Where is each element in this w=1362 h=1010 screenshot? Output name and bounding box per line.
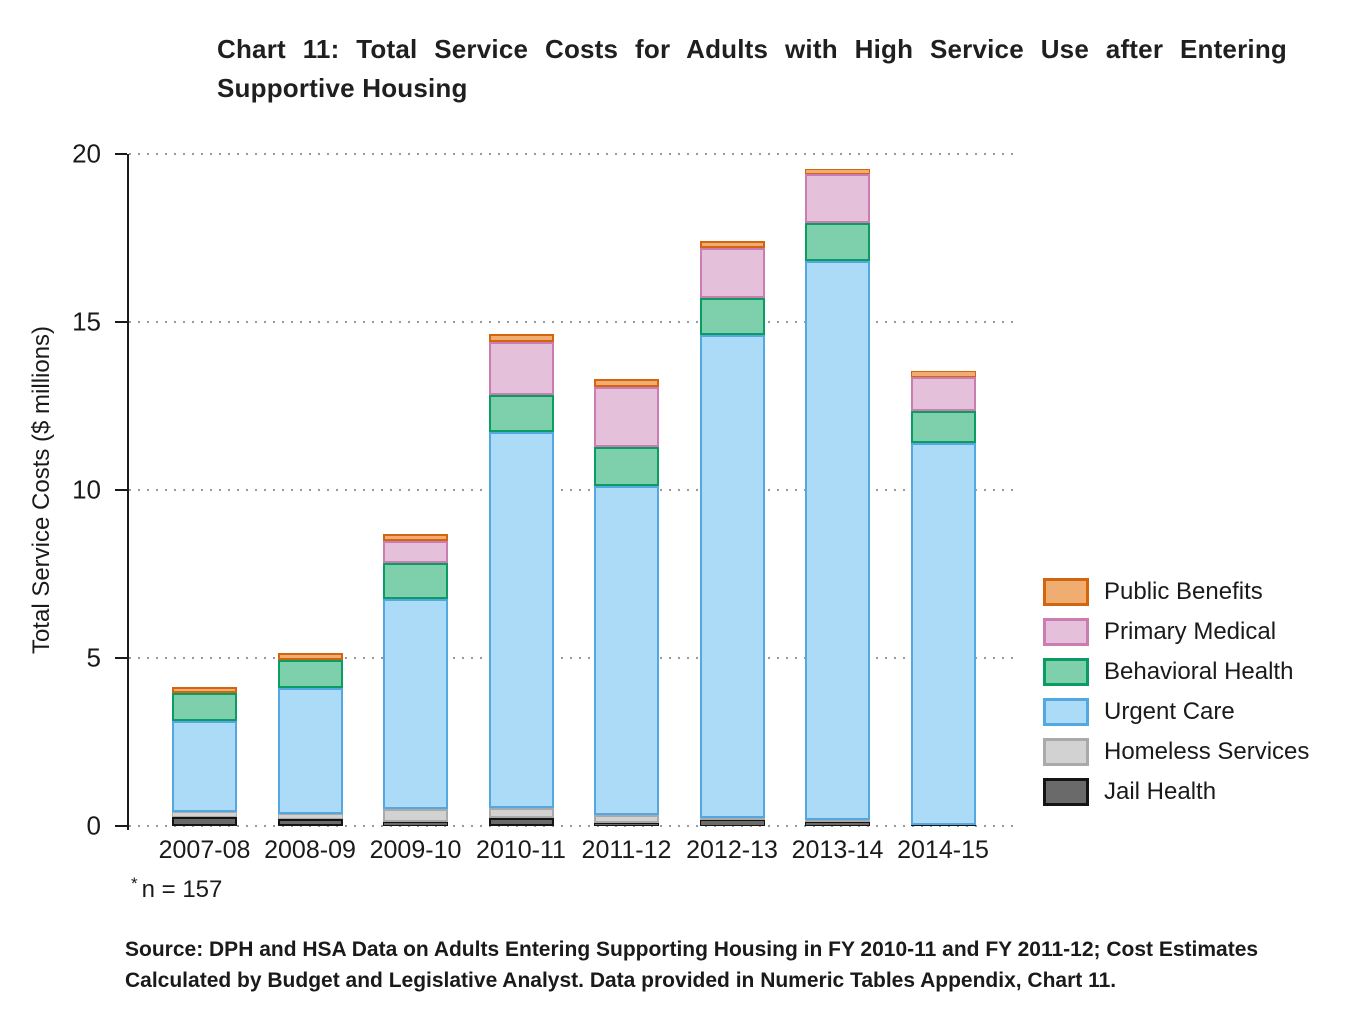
bar-2008-09-homeless-services xyxy=(277,813,343,820)
bar-2012-13-primary-medical xyxy=(699,248,765,298)
legend-swatch-homeless-services xyxy=(1043,738,1089,766)
legend-item-homeless-services: Homeless Services xyxy=(1043,738,1309,766)
legend-label-public-benefits: Public Benefits xyxy=(1104,578,1263,605)
y-axis-line xyxy=(127,154,129,830)
bar-2007-08-jail-health xyxy=(172,816,237,826)
bar-2009-10-homeless-services xyxy=(383,809,448,822)
legend-label-primary-medical: Primary Medical xyxy=(1104,618,1277,645)
x-label-2010-11: 2010-11 xyxy=(476,836,566,864)
legend-swatch-jail-health xyxy=(1043,778,1089,806)
bar-2011-12-primary-medical xyxy=(594,386,659,447)
bar-2012-13-jail-health xyxy=(699,820,765,826)
bar-2013-14-homeless-services xyxy=(805,819,870,822)
bar-2010-11-behavioral-health xyxy=(488,394,554,433)
legend-item-primary-medical: Primary Medical xyxy=(1043,618,1309,646)
legend-label-homeless-services: Homeless Services xyxy=(1104,738,1310,765)
bar-2012-13-public-benefits xyxy=(699,241,765,249)
bar-2008-09-jail-health xyxy=(277,819,343,826)
y-tick-label-0: 0 xyxy=(86,810,101,841)
legend-label-behavioral-health: Behavioral Health xyxy=(1104,658,1294,685)
bar-2012-13-homeless-services xyxy=(699,818,765,821)
bar-2013-14-primary-medical xyxy=(805,174,870,223)
y-tick-15 xyxy=(115,321,127,323)
bar-2011-12-public-benefits xyxy=(594,379,659,387)
footnote-asterisk: * xyxy=(131,874,138,893)
bar-2009-10-jail-health xyxy=(383,821,448,826)
bar-2009-10-public-benefits xyxy=(383,534,448,542)
source-note: Source: DPH and HSA Data on Adults Enter… xyxy=(125,938,1259,992)
bar-2007-08-homeless-services xyxy=(172,811,237,817)
legend-swatch-public-benefits xyxy=(1043,578,1089,606)
bar-2013-14-jail-health xyxy=(805,821,870,826)
bar-2014-15-behavioral-health xyxy=(910,411,976,444)
bar-2007-08-urgent-care xyxy=(172,720,237,812)
bar-2010-11-jail-health xyxy=(488,817,554,826)
bar-2013-14-public-benefits xyxy=(805,168,870,175)
legend-label-urgent-care: Urgent Care xyxy=(1104,698,1235,725)
bar-2007-08-behavioral-health xyxy=(172,692,237,721)
bar-2008-09-urgent-care xyxy=(277,688,343,814)
x-label-2014-15: 2014-15 xyxy=(897,836,989,864)
y-tick-5 xyxy=(115,657,127,659)
bar-2010-11-primary-medical xyxy=(488,341,554,395)
bar-2014-15-primary-medical xyxy=(910,376,976,412)
bar-2008-09-public-benefits xyxy=(277,652,343,661)
chart-title: Chart 11: Total Service Costs for Adults… xyxy=(217,34,1287,103)
bar-2012-13-urgent-care xyxy=(699,335,765,819)
y-axis-label: Total Service Costs ($ millions) xyxy=(28,325,55,655)
bar-2013-14-urgent-care xyxy=(805,260,870,820)
gridline-0 xyxy=(129,825,1015,827)
legend-item-urgent-care: Urgent Care xyxy=(1043,698,1309,726)
x-label-2007-08: 2007-08 xyxy=(158,836,251,864)
bar-2014-15-public-benefits xyxy=(910,371,976,377)
gridline-5 xyxy=(129,657,1015,659)
bar-2011-12-homeless-services xyxy=(594,814,659,823)
bar-2011-12-urgent-care xyxy=(594,485,659,815)
legend-swatch-primary-medical xyxy=(1043,618,1089,646)
footnote: * n = 157 xyxy=(131,874,222,904)
x-label-2009-10: 2009-10 xyxy=(369,836,462,864)
y-tick-label-5: 5 xyxy=(86,642,101,673)
legend-item-behavioral-health: Behavioral Health xyxy=(1043,658,1309,686)
bar-2011-12-jail-health xyxy=(594,822,659,826)
legend-item-public-benefits: Public Benefits xyxy=(1043,578,1309,606)
bar-2009-10-primary-medical xyxy=(383,541,448,564)
x-label-2008-09: 2008-09 xyxy=(264,836,356,864)
bar-2012-13-behavioral-health xyxy=(699,297,765,336)
bar-2007-08-public-benefits xyxy=(172,686,237,693)
bar-2011-12-behavioral-health xyxy=(594,447,659,486)
bar-2014-15-urgent-care xyxy=(910,443,976,825)
legend-label-jail-health: Jail Health xyxy=(1104,778,1217,805)
plot-area: 0 5 10 15 20 2007-08 2008-09 2009-10 2010-11 2011… xyxy=(72,139,1015,864)
bar-2009-10-urgent-care xyxy=(383,598,448,810)
bar-2010-11-homeless-services xyxy=(488,807,554,818)
gridline-20 xyxy=(129,153,1015,155)
gridline-10 xyxy=(129,489,1015,491)
legend-swatch-behavioral-health xyxy=(1043,658,1089,686)
x-label-2012-13: 2012-13 xyxy=(686,836,778,864)
y-tick-20 xyxy=(115,153,127,155)
x-label-2011-12: 2011-12 xyxy=(581,836,672,864)
bar-2010-11-public-benefits xyxy=(488,334,554,342)
bar-2013-14-behavioral-health xyxy=(805,222,870,261)
legend: Public Benefits Primary Medical Behavioral… xyxy=(1043,578,1309,818)
x-label-2013-14: 2013-14 xyxy=(791,836,884,864)
legend-swatch-urgent-care xyxy=(1043,698,1089,726)
legend-item-jail-health: Jail Health xyxy=(1043,778,1309,806)
gridline-15 xyxy=(129,321,1015,323)
y-tick-label-20: 20 xyxy=(72,138,101,169)
y-tick-label-10: 10 xyxy=(72,474,101,505)
bar-2010-11-urgent-care xyxy=(488,432,554,808)
y-tick-0 xyxy=(115,825,127,827)
y-tick-label-15: 15 xyxy=(72,306,101,337)
footnote-text: n = 157 xyxy=(141,876,223,903)
y-tick-10 xyxy=(115,489,127,491)
bar-2008-09-behavioral-health xyxy=(277,660,343,689)
bar-2009-10-behavioral-health xyxy=(383,563,448,599)
